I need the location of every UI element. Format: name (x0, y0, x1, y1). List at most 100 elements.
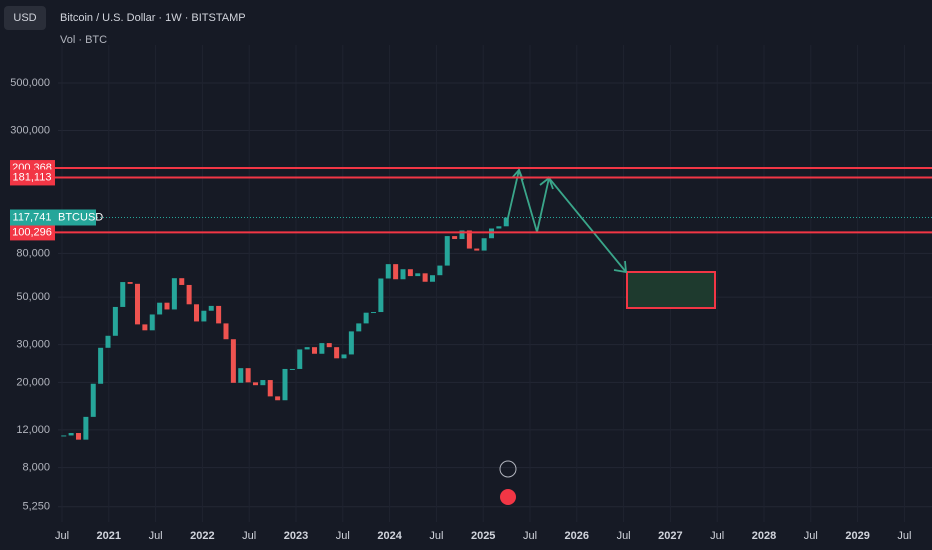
time-label: Jul (617, 530, 631, 542)
price-label: 5,250 (22, 501, 50, 513)
time-label: 2021 (97, 530, 121, 542)
time-label: Jul (523, 530, 537, 542)
time-label: 2027 (658, 530, 682, 542)
candle (452, 236, 458, 240)
candle (112, 306, 118, 336)
candle (289, 368, 295, 370)
price-tag-text: 181,113 (13, 171, 52, 183)
candle (149, 314, 155, 331)
price-label: 50,000 (16, 291, 50, 303)
symbol-title: Bitcoin / U.S. Dollar · 1W · BITSTAMP (60, 12, 246, 24)
candle (61, 435, 67, 437)
candle (245, 368, 251, 383)
candle (503, 217, 509, 227)
candle (363, 312, 369, 324)
time-label: 2025 (471, 530, 495, 542)
candle (83, 416, 89, 440)
candle (105, 335, 111, 348)
candle (171, 278, 177, 310)
time-label: Jul (336, 530, 350, 542)
candle (275, 396, 281, 401)
time-label: Jul (429, 530, 443, 542)
time-label: Jul (149, 530, 163, 542)
current-symbol: BTCUSD (58, 211, 103, 223)
target-box (626, 271, 716, 309)
price-label: 12,000 (16, 424, 50, 436)
time-label: 2024 (377, 530, 402, 542)
price-tag-text: 100,296 (12, 226, 52, 238)
candle (194, 304, 199, 322)
time-label: 2023 (284, 530, 308, 542)
candle (407, 269, 413, 277)
candle (378, 278, 384, 313)
candle (98, 347, 104, 384)
current-price-text: 117,741 (13, 211, 52, 223)
candle (496, 226, 502, 229)
candle (120, 282, 126, 307)
candle (76, 433, 81, 440)
candle (326, 343, 332, 348)
candle (297, 349, 303, 369)
candle (260, 380, 266, 386)
candle (179, 278, 185, 285)
currency[interactable]: USD (13, 12, 36, 24)
time-label: Jul (242, 530, 256, 542)
candle (415, 273, 421, 277)
price-label: 30,000 (16, 339, 50, 351)
candle (223, 323, 229, 340)
candle (208, 305, 214, 311)
candle (319, 343, 325, 354)
price-label: 500,000 (10, 77, 50, 89)
currency-button[interactable] (4, 6, 46, 30)
candle (90, 383, 96, 417)
time-label: Jul (55, 530, 69, 542)
candle (216, 305, 222, 324)
candle (127, 282, 133, 284)
candle (371, 312, 376, 314)
candle (459, 230, 465, 240)
time-label: 2029 (845, 530, 869, 542)
candle (356, 323, 362, 332)
time-label: Jul (897, 530, 911, 542)
candle (385, 264, 391, 279)
candle (157, 302, 163, 315)
event-icon[interactable] (499, 460, 517, 478)
time-label: 2026 (565, 530, 589, 542)
candle (430, 275, 435, 282)
price-label: 8,000 (22, 461, 50, 473)
candle (68, 433, 74, 436)
volume-legend: Vol · BTC (60, 34, 107, 46)
candle (341, 354, 347, 359)
price-tag (10, 169, 55, 186)
candle (444, 236, 450, 266)
candle (334, 347, 340, 359)
candle (142, 324, 148, 331)
current-price-tag (10, 209, 96, 226)
dividend-icon[interactable] (500, 489, 516, 505)
candle (201, 310, 207, 322)
candle (400, 269, 406, 280)
candle (348, 331, 354, 355)
candle (393, 264, 399, 280)
price-label: 80,000 (16, 247, 50, 259)
candle (422, 273, 428, 282)
time-label: 2028 (752, 530, 776, 542)
candle (164, 302, 170, 310)
candle (135, 283, 140, 325)
candle (474, 248, 480, 251)
time-label: Jul (710, 530, 724, 542)
candle (282, 368, 288, 401)
time-label: Jul (804, 530, 818, 542)
time-label: 2022 (190, 530, 214, 542)
candle (230, 339, 236, 383)
price-label: 20,000 (16, 376, 50, 388)
candle (304, 347, 310, 350)
candle (186, 284, 192, 305)
candle (466, 230, 472, 249)
candle (312, 347, 317, 354)
candle (437, 265, 443, 276)
candle (481, 238, 487, 251)
candle (253, 382, 258, 386)
price-label: 300,000 (10, 124, 50, 136)
